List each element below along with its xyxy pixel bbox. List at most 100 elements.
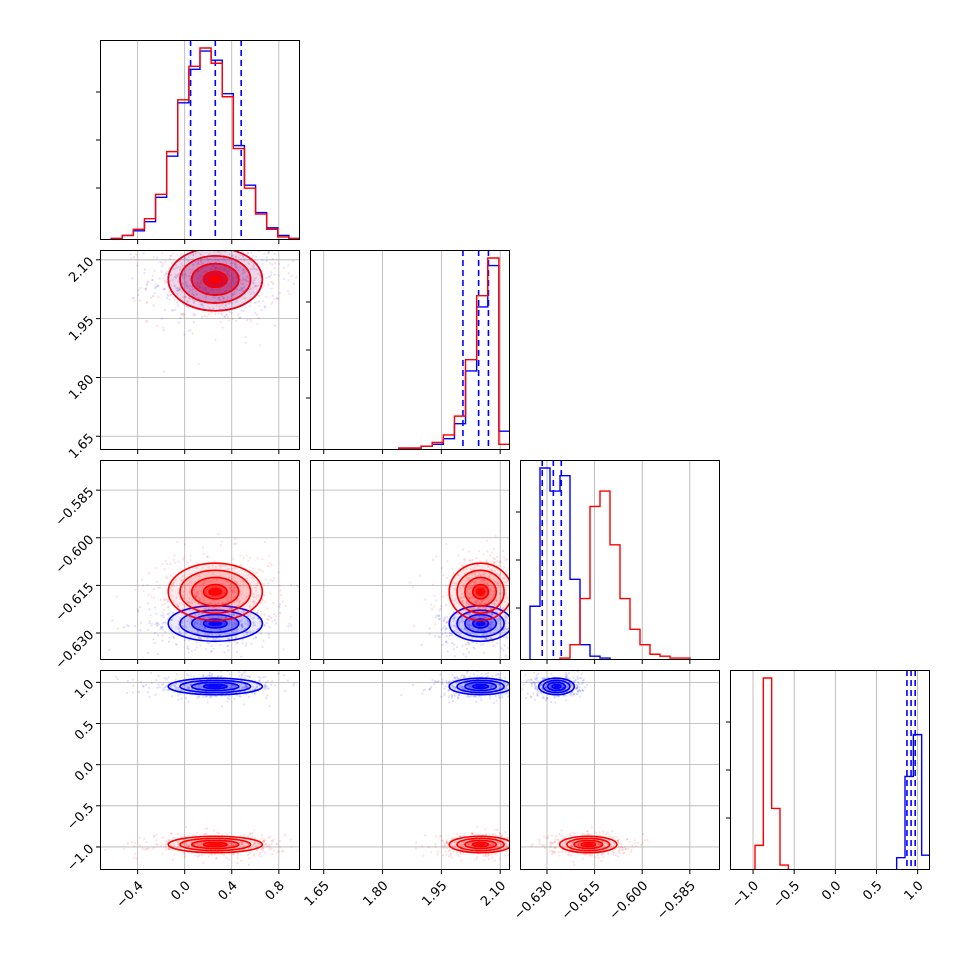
scatter-point (438, 614, 441, 618)
scatter-point (196, 282, 199, 285)
scatter-point (211, 633, 214, 636)
scatter-point (162, 616, 166, 619)
scatter-point (269, 262, 272, 265)
scatter-point (490, 843, 493, 846)
scatter-point (498, 683, 502, 686)
scatter-point (224, 290, 227, 293)
scatter-point (239, 286, 243, 290)
scatter-point (259, 227, 261, 229)
scatter-point (514, 842, 516, 844)
scatter-point (196, 284, 199, 287)
scatter-point (143, 848, 146, 851)
scatter-point (248, 606, 252, 609)
scatter-point (168, 636, 171, 639)
scatter-point (228, 245, 230, 247)
scatter-point (444, 626, 447, 630)
scatter-point (465, 647, 469, 650)
scatter-point (506, 646, 510, 650)
scatter-point (249, 247, 251, 249)
scatter-point (506, 687, 509, 691)
scatter-point (189, 559, 192, 562)
scatter-point (470, 832, 473, 835)
scatter-point (207, 580, 210, 583)
scatter-point (201, 262, 205, 265)
scatter-point (459, 685, 462, 688)
scatter-point (229, 684, 232, 687)
scatter-point (469, 624, 473, 627)
scatter-point (445, 640, 448, 643)
scatter-point (435, 599, 438, 602)
scatter-point (169, 685, 173, 688)
scatter-point (479, 629, 483, 632)
scatter-point (243, 672, 246, 675)
scatter-point (271, 263, 274, 266)
scatter-point (224, 289, 227, 292)
scatter-point (565, 685, 568, 688)
scatter-point (261, 246, 263, 248)
scatter-point (493, 557, 496, 561)
scatter-point (459, 563, 462, 566)
scatter-point (439, 673, 442, 676)
scatter-point (412, 624, 416, 628)
scatter-point (245, 632, 248, 635)
scatter-point (265, 256, 268, 259)
scatter-point (183, 856, 187, 859)
scatter-point (505, 627, 508, 630)
scatter-point (577, 681, 580, 684)
scatter-point (115, 675, 118, 679)
scatter-point (178, 623, 181, 626)
scatter-point (192, 314, 195, 317)
scatter-point (286, 264, 290, 267)
scatter-point (200, 620, 203, 623)
scatter-point (267, 614, 270, 618)
scatter-point (487, 857, 491, 861)
scatter-point (489, 844, 492, 848)
scatter-point (265, 295, 268, 298)
scatter-point (214, 266, 218, 269)
y-tick-label: −0.615 (53, 580, 98, 625)
scatter-point (199, 262, 202, 266)
scatter-point (235, 589, 238, 592)
scatter-point (525, 687, 527, 689)
scatter-point (527, 835, 529, 837)
scatter-point (483, 579, 486, 582)
scatter-point (175, 682, 178, 685)
scatter-point (544, 686, 548, 689)
scatter-point (251, 268, 254, 271)
scatter-point (231, 277, 234, 280)
scatter-point (428, 688, 432, 691)
scatter-point (467, 651, 470, 654)
scatter-point (500, 834, 503, 837)
scatter-point (189, 298, 192, 301)
scatter-point (126, 624, 129, 627)
scatter-point (226, 645, 229, 648)
scatter-point (202, 674, 205, 678)
scatter-point (184, 281, 187, 284)
scatter-point (195, 585, 198, 588)
scatter-point (206, 266, 209, 269)
scatter-point (566, 675, 569, 678)
scatter-point (161, 852, 164, 855)
scatter-point (254, 844, 258, 848)
scatter-point (469, 586, 472, 590)
scatter-point (493, 590, 496, 593)
scatter-point (263, 851, 267, 854)
scatter-point (517, 849, 519, 851)
scatter-point (157, 586, 160, 589)
scatter-point (197, 363, 200, 366)
scatter-point (182, 851, 185, 854)
scatter-point (198, 625, 201, 629)
scatter-point (176, 604, 179, 607)
scatter-point (278, 850, 281, 853)
scatter-point (196, 280, 199, 284)
scatter-point (233, 629, 237, 632)
scatter-point (240, 682, 243, 686)
scatter-point (503, 836, 506, 839)
histogram-step-1 (100, 47, 300, 240)
scatter-point (200, 274, 203, 277)
scatter-point (249, 267, 252, 270)
scatter-point (570, 685, 573, 688)
scatter-point (214, 243, 216, 245)
scatter-point (133, 624, 137, 627)
scatter-point (178, 840, 181, 843)
